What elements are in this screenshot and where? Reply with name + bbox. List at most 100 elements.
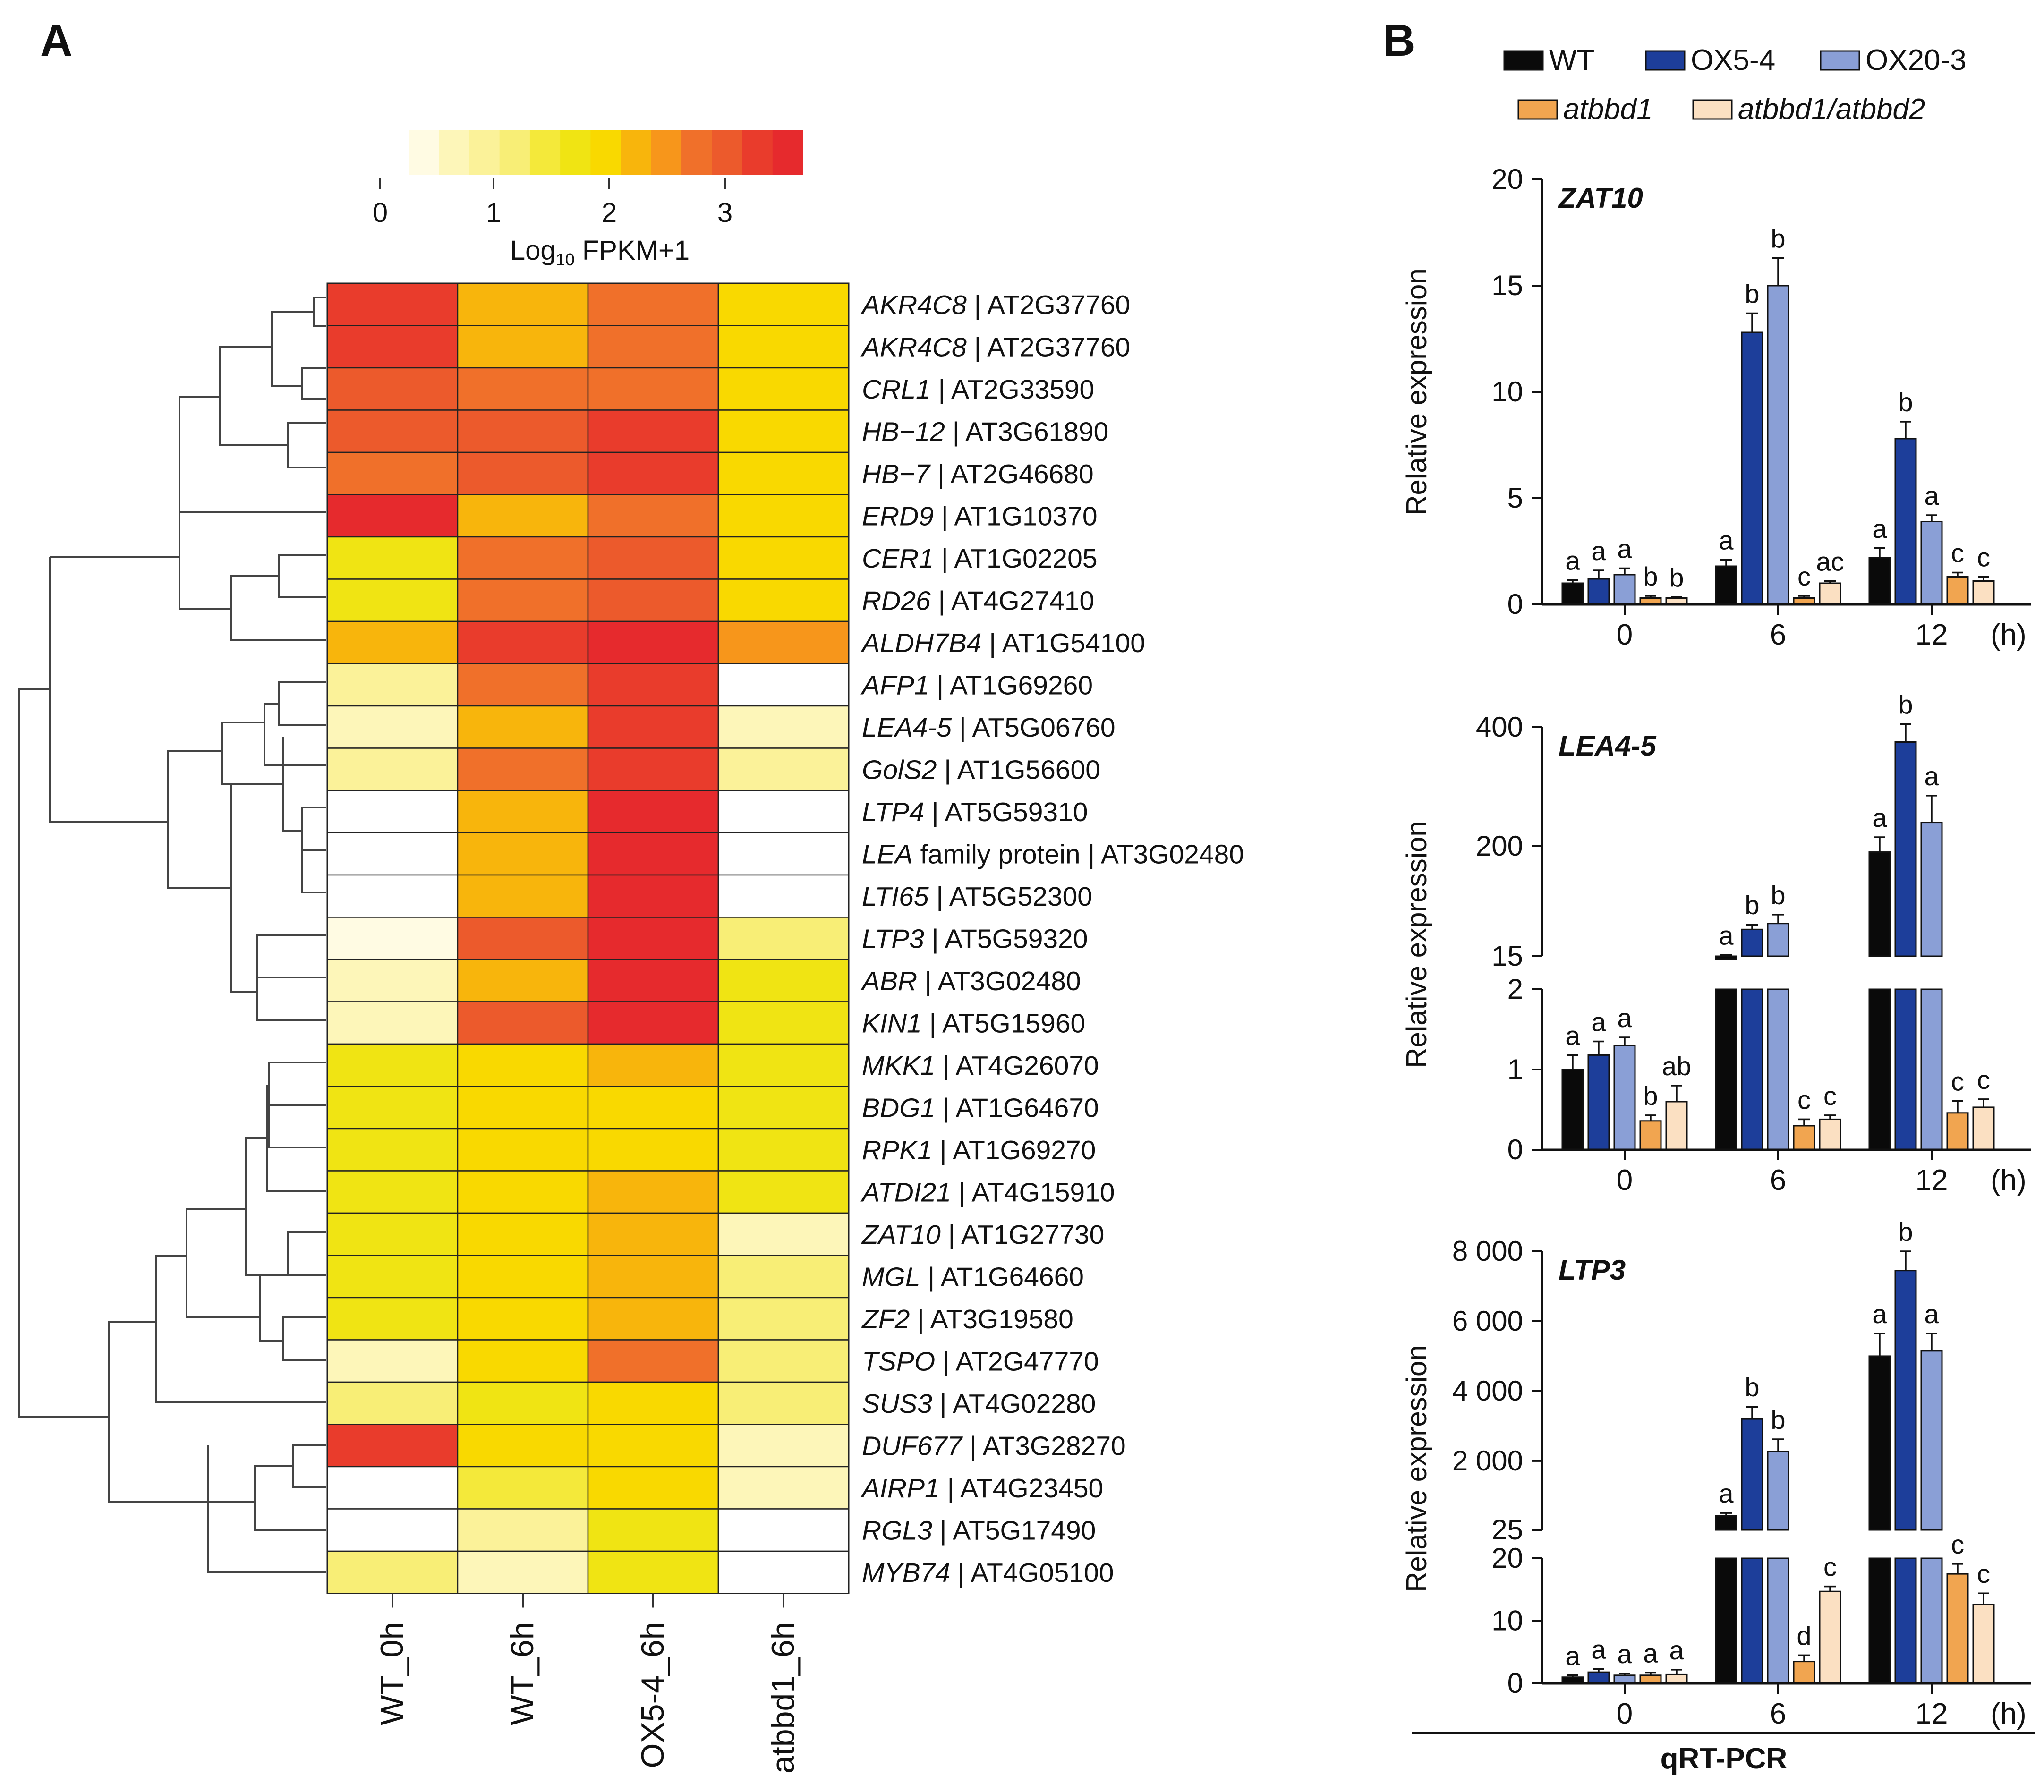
- heatmap-cell: [457, 1466, 589, 1510]
- heatmap-cell: [587, 282, 719, 326]
- heatmap-cell: [587, 832, 719, 876]
- heatmap-cell: [457, 1381, 589, 1425]
- y-tick-label: 10: [1491, 376, 1523, 408]
- heatmap-cell: [457, 1086, 589, 1130]
- x-tick-label: 0: [1617, 1698, 1633, 1730]
- legend: WT OX5-4 OX20-3 atbbd1 atbbd1/atbbd2: [1503, 44, 1967, 126]
- heatmap-cell: [326, 1466, 459, 1510]
- heatmap-cell: [717, 1128, 850, 1172]
- bar: [1613, 1674, 1636, 1684]
- y-tick-label: 200: [1476, 830, 1523, 862]
- heatmap-cell: [717, 494, 850, 538]
- heatmap-row-label: LEA family protein | AT3G02480: [862, 839, 1244, 869]
- chart-title: LTP3: [1559, 1254, 1626, 1286]
- heatmap-cell: [587, 1339, 719, 1383]
- heatmap-cell: [326, 1381, 459, 1425]
- legend-label: OX20-3: [1865, 44, 1967, 76]
- heatmap-row-label: AKR4C8 | AT2G37760: [860, 290, 1130, 320]
- heatmap-cell: [717, 536, 850, 580]
- heatmap-cell: [717, 705, 850, 749]
- heatmap-row-labels: AKR4C8 | AT2G37760 AKR4C8 | AT2G37760 CRL1…: [860, 290, 1244, 1588]
- bar: [1665, 1673, 1688, 1684]
- significance-letter: b: [1898, 1217, 1913, 1247]
- bar: [1639, 1120, 1662, 1151]
- chart-title: ZAT10: [1558, 182, 1643, 214]
- heatmap-column-label: OX5-4_6h: [635, 1622, 671, 1768]
- bar: [1587, 578, 1610, 605]
- significance-letter: a: [1872, 514, 1887, 544]
- heatmap-cell: [717, 1550, 850, 1594]
- heatmap-cell: [326, 1212, 459, 1256]
- heatmap-row-label: BDG1 | AT1G64670: [862, 1093, 1099, 1123]
- y-tick-label: 6 000: [1452, 1305, 1523, 1337]
- heatmap-cell: [326, 874, 459, 918]
- heatmap-cell: [326, 917, 459, 960]
- x-tick-label: 6: [1770, 1164, 1786, 1197]
- significance-letter: b: [1771, 1405, 1785, 1435]
- colorbar: 0 1 2 3 Log10 FPKM+1: [373, 130, 803, 269]
- heatmap-cell: [326, 1001, 459, 1045]
- y-tick-label: 0: [1507, 1134, 1523, 1165]
- significance-letter: a: [1643, 1638, 1658, 1668]
- heatmap-cell: [457, 1128, 589, 1172]
- heatmap-cell: [587, 1424, 719, 1468]
- significance-letter: b: [1745, 1372, 1759, 1402]
- bar: [1972, 1604, 1995, 1684]
- heatmap-column-label: WT_6h: [504, 1622, 540, 1725]
- heatmap-row-label: MGL | AT1G64660: [862, 1262, 1084, 1292]
- bar-upper: [1868, 1355, 1891, 1531]
- y-axis-label: Relative expression: [1401, 1345, 1432, 1592]
- heatmap-row-label: LEA4-5 | AT5G06760: [862, 713, 1116, 743]
- colorbar-swatch: [772, 130, 803, 175]
- bar: [1819, 1590, 1841, 1684]
- heatmap-cell: [326, 1508, 459, 1552]
- bar: [1561, 582, 1584, 605]
- significance-letter: ab: [1662, 1051, 1691, 1081]
- y-tick-label: 0: [1507, 588, 1523, 620]
- heatmap-cell: [326, 959, 459, 1002]
- heatmap-cell: [326, 620, 459, 664]
- colorbar-tick-label: 3: [717, 197, 732, 228]
- heatmap-cell: [717, 1424, 850, 1468]
- y-tick-label: 1: [1507, 1053, 1523, 1085]
- x-tick-label: 0: [1617, 619, 1633, 651]
- bar-upper: [1894, 741, 1917, 957]
- heatmap-cell: [326, 1297, 459, 1341]
- significance-letter: a: [1617, 1003, 1632, 1033]
- legend-swatch: [1517, 99, 1558, 120]
- heatmap-cell: [457, 620, 589, 664]
- heatmap-row-label: HB−7 | AT2G46680: [862, 459, 1094, 489]
- legend-label: WT: [1549, 44, 1594, 76]
- heatmap-cell: [717, 747, 850, 791]
- heatmap-cell: [717, 832, 850, 876]
- heatmap-cell: [717, 1170, 850, 1214]
- heatmap-cell: [326, 663, 459, 707]
- heatmap-cell: [717, 917, 850, 960]
- x-tick-label: 6: [1770, 619, 1786, 651]
- bar: [1819, 1118, 1841, 1151]
- heatmap-cell: [457, 282, 589, 326]
- heatmap-row-label: ABR | AT3G02480: [860, 966, 1081, 996]
- heatmap-cell: [457, 790, 589, 833]
- heatmap-cell: [587, 409, 719, 453]
- heatmap-cell: [457, 874, 589, 918]
- bar: [1613, 574, 1636, 605]
- heatmap-row-label: ZF2 | AT3G19580: [861, 1304, 1073, 1334]
- legend-swatch: [1645, 50, 1686, 71]
- y-tick-label: 20: [1491, 1542, 1523, 1574]
- heatmap-cell: [717, 874, 850, 918]
- x-tick-label: 12: [1916, 1164, 1948, 1197]
- heatmap-cell: [717, 1001, 850, 1045]
- heatmap-row-label: AKR4C8 | AT2G37760: [860, 332, 1130, 362]
- heatmap-cell: [326, 494, 459, 538]
- bar-lower: [1894, 988, 1917, 1151]
- bar-lower: [1715, 988, 1737, 1151]
- heatmap-row-label: ERD9 | AT1G10370: [862, 501, 1098, 531]
- heatmap-cell: [326, 790, 459, 833]
- heatmap-cell: [326, 578, 459, 622]
- significance-letter: b: [1745, 890, 1759, 920]
- heatmap-cell: [326, 832, 459, 876]
- colorbar-tick-label: 2: [602, 197, 617, 228]
